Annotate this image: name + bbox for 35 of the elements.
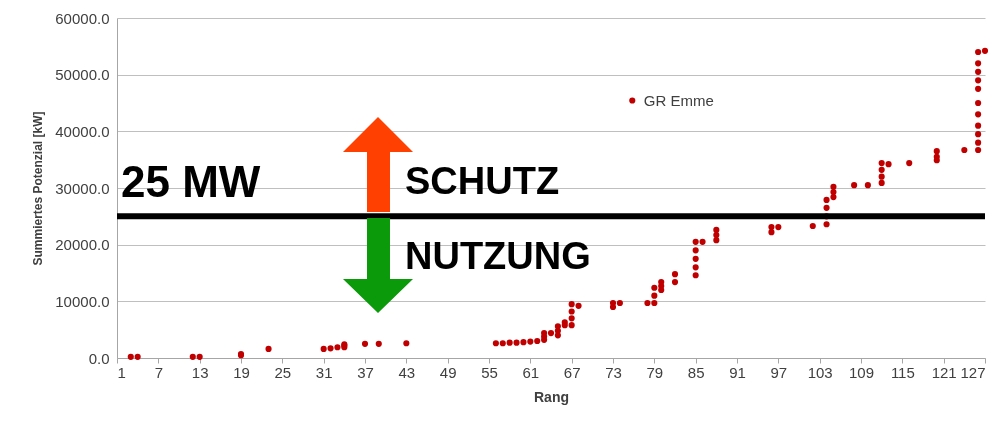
- x-tick-label: 67: [563, 363, 581, 381]
- y-axis-title: Summiertes Potenzial [kW]: [31, 111, 46, 266]
- x-tick-label: 61: [522, 363, 540, 381]
- legend-label: GR Emme: [643, 91, 714, 109]
- annotation: NUTZUNG: [405, 235, 591, 277]
- annotation: SCHUTZ: [405, 160, 560, 202]
- x-tick-label: 91: [729, 363, 746, 381]
- x-tick-label: 37: [357, 363, 374, 381]
- y-tick-label: 30000.0: [55, 179, 110, 197]
- y-tick-label: 60000.0: [55, 9, 110, 27]
- x-tick-label: 43: [398, 363, 416, 381]
- y-tick-label: 40000.0: [55, 122, 110, 140]
- x-tick-label: 25: [274, 363, 292, 381]
- x-tick-label: 31: [315, 363, 333, 381]
- x-tick-label: 79: [646, 363, 664, 381]
- x-tick-label: 49: [439, 363, 457, 381]
- y-tick-label: 50000.0: [55, 66, 110, 84]
- x-axis-title: Rang: [534, 388, 569, 405]
- x-tick-label: 115: [890, 363, 915, 381]
- x-tick-label: 103: [807, 363, 833, 381]
- x-tick-label: 109: [848, 363, 875, 381]
- y-tick-label: 10000.0: [55, 292, 110, 310]
- ref-line-label: 25 MW: [121, 157, 261, 207]
- x-tick-label: 55: [481, 363, 498, 381]
- x-tick-label: 85: [687, 363, 705, 381]
- x-tick-label: 97: [770, 363, 788, 381]
- y-tick-label: 20000.0: [55, 236, 110, 254]
- x-tick-label: 19: [233, 363, 250, 381]
- x-tick-label: 121: [931, 363, 957, 381]
- x-tick-label: 1: [117, 363, 126, 381]
- x-tick-label: 127: [960, 363, 986, 381]
- x-tick-label: 7: [154, 363, 164, 381]
- x-tick-label: 73: [605, 363, 622, 381]
- x-tick-label: 13: [191, 363, 209, 381]
- y-tick-label: 0.0: [88, 349, 110, 367]
